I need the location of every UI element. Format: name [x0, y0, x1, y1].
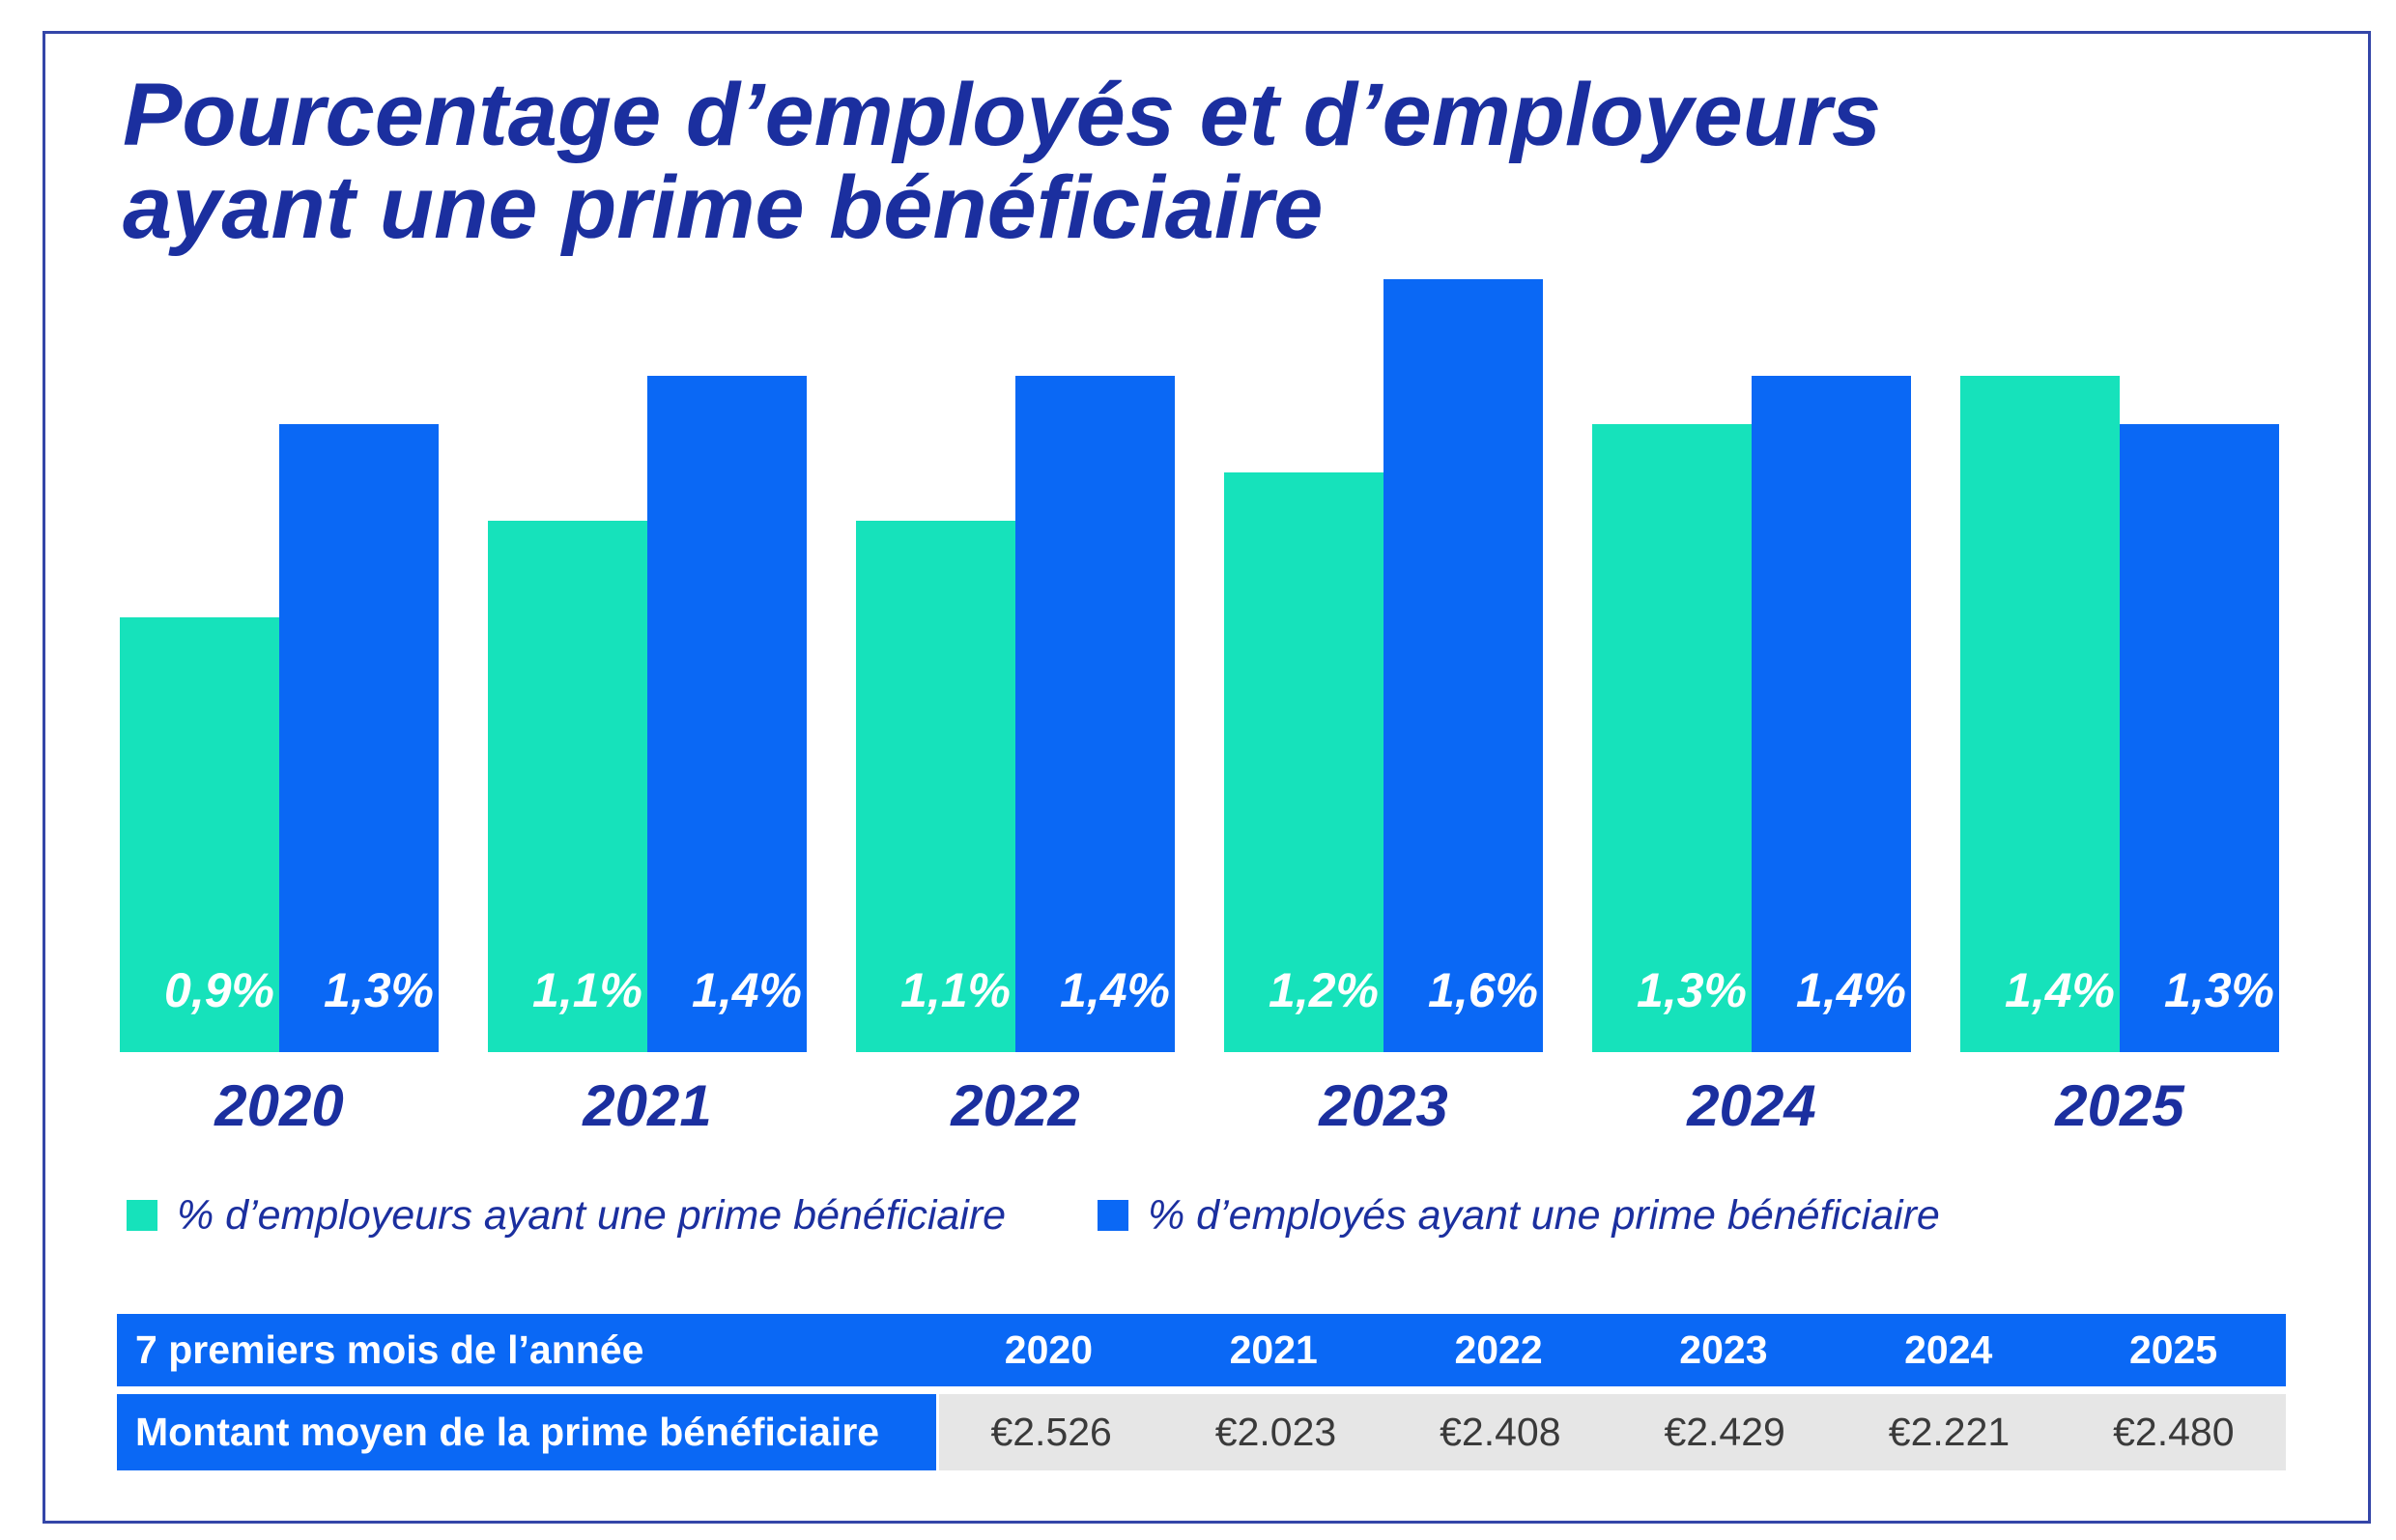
bar-employers-2023 — [1224, 472, 1383, 1052]
table-header-year: 2021 — [1229, 1327, 1318, 1372]
table-row-label: Montant moyen de la prime bénéficiaire — [117, 1394, 936, 1470]
table-header-label: 7 premiers mois de l’année — [117, 1314, 936, 1386]
table-header-year: 2023 — [1679, 1327, 1768, 1372]
table-cell-amount: €2.408 — [1440, 1410, 1561, 1454]
table-cell-amount: €2.023 — [1214, 1410, 1337, 1454]
value-label-employees-2022: 1,4% — [1060, 963, 1170, 1017]
table-header-year: 2022 — [1454, 1327, 1543, 1372]
bar-employers-2024 — [1592, 424, 1752, 1052]
bar-employers-2022 — [856, 521, 1015, 1052]
value-label-employees-2023: 1,6% — [1428, 963, 1538, 1017]
bar-chart: 0,9% 1,3% 2020 1,1% 1,4% 2021 1,1% 1,4% 2022 1,2%… — [120, 279, 2279, 1138]
bar-employees-2024 — [1752, 376, 1911, 1052]
value-label-employees-2021: 1,4% — [692, 963, 802, 1017]
table-header-year: 2020 — [1004, 1327, 1094, 1372]
x-tick-label-2023: 2023 — [1319, 1073, 1448, 1138]
bar-employers-2020 — [120, 617, 279, 1052]
x-tick-label-2022: 2022 — [951, 1073, 1080, 1138]
x-tick-label-2025: 2025 — [2055, 1073, 2184, 1138]
value-label-employers-2022: 1,1% — [900, 963, 1011, 1017]
chart-title: Pourcentage d’employés et d’employeurs a… — [123, 66, 1882, 257]
bar-employees-2020 — [279, 424, 439, 1052]
table-header-year: 2024 — [1904, 1327, 1993, 1372]
table-cell-amount: €2.221 — [1888, 1410, 2011, 1454]
bar-employees-2023 — [1383, 279, 1543, 1052]
bar-employees-2025 — [2120, 424, 2279, 1052]
bar-employers-2025 — [1960, 376, 2120, 1052]
frame-border — [43, 31, 2371, 1524]
legend-label-employers: % d’employeurs ayant une prime bénéficia… — [177, 1192, 1007, 1239]
x-tick-label-2021: 2021 — [583, 1073, 712, 1138]
table-value-cells: €2.526 €2.023 €2.408 €2.429 €2.221 €2.48… — [939, 1394, 2286, 1470]
legend-swatch-employees — [1098, 1200, 1128, 1231]
legend-label-employees: % d’employés ayant une prime bénéficiair… — [1148, 1192, 1940, 1239]
value-label-employers-2025: 1,4% — [2005, 963, 2115, 1017]
bar-employees-2022 — [1015, 376, 1175, 1052]
value-label-employers-2021: 1,1% — [532, 963, 642, 1017]
legend-swatch-employers — [127, 1200, 157, 1231]
table-cell-amount: €2.526 — [990, 1410, 1112, 1454]
value-label-employers-2020: 0,9% — [164, 963, 274, 1017]
table-header-row: 7 premiers mois de l’année 2020 2021 202… — [117, 1314, 2286, 1386]
x-tick-label-2024: 2024 — [1687, 1073, 1816, 1138]
value-label-employees-2020: 1,3% — [324, 963, 434, 1017]
table-cell-amount: €2.429 — [1664, 1410, 1785, 1454]
table-row: Montant moyen de la prime bénéficiaire €… — [117, 1394, 2286, 1470]
table-cell-amount: €2.480 — [2113, 1410, 2235, 1454]
value-label-employers-2023: 1,2% — [1269, 963, 1379, 1017]
x-tick-label-2020: 2020 — [214, 1073, 344, 1138]
value-label-employees-2025: 1,3% — [2164, 963, 2274, 1017]
table-header-year: 2025 — [2128, 1327, 2218, 1372]
value-label-employers-2024: 1,3% — [1637, 963, 1747, 1017]
value-label-employees-2024: 1,4% — [1796, 963, 1906, 1017]
bar-employees-2021 — [647, 376, 807, 1052]
bar-employers-2021 — [488, 521, 647, 1052]
